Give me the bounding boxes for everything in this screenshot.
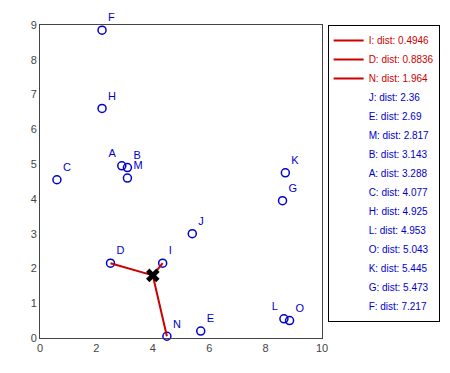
svg-text:H: dist: 4.925: H: dist: 4.925 [369,206,428,217]
svg-text:B: B [133,149,140,161]
svg-text:I: I [169,244,172,256]
svg-text:F: F [108,11,115,23]
svg-text:E: dist: 2.69: E: dist: 2.69 [369,111,422,122]
svg-text:F: dist: 7.217: F: dist: 7.217 [369,301,427,312]
svg-text:K: dist: 5.445: K: dist: 5.445 [369,263,428,274]
svg-text:D: dist: 0.8836: D: dist: 0.8836 [369,54,434,65]
svg-text:1: 1 [31,297,37,309]
svg-text:4: 4 [150,342,156,354]
svg-text:E: E [207,312,214,324]
svg-text:10: 10 [316,342,328,354]
svg-text:6: 6 [31,123,37,135]
svg-text:J: J [198,215,204,227]
svg-text:A: dist: 3.288: A: dist: 3.288 [369,168,428,179]
svg-text:A: A [108,147,116,159]
svg-text:K: K [291,154,299,166]
svg-text:3: 3 [31,228,37,240]
svg-text:6: 6 [206,342,212,354]
svg-text:M: M [133,159,142,171]
svg-text:8: 8 [31,54,37,66]
svg-text:0: 0 [31,332,37,344]
svg-text:5: 5 [31,158,37,170]
svg-text:2: 2 [31,262,37,274]
svg-text:D: D [117,244,125,256]
svg-text:2: 2 [93,342,99,354]
svg-text:C: dist: 4.077: C: dist: 4.077 [369,187,428,198]
svg-text:I: dist: 0.4946: I: dist: 0.4946 [369,35,429,46]
svg-text:L: L [272,300,278,312]
svg-text:M: dist: 2.817: M: dist: 2.817 [369,130,429,141]
svg-text:O: O [296,302,305,314]
svg-text:4: 4 [31,193,37,205]
svg-text:9: 9 [31,19,37,31]
svg-text:N: N [173,318,181,330]
svg-text:H: H [108,90,116,102]
svg-text:L: dist: 4.953: L: dist: 4.953 [369,225,427,236]
svg-text:G: G [289,182,298,194]
svg-text:8: 8 [263,342,269,354]
svg-text:O: dist: 5.043: O: dist: 5.043 [369,244,429,255]
svg-text:N: dist: 1.964: N: dist: 1.964 [369,73,428,84]
svg-text:J: dist: 2.36: J: dist: 2.36 [369,92,421,103]
svg-text:0: 0 [37,342,43,354]
svg-text:B: dist: 3.143: B: dist: 3.143 [369,149,428,160]
svg-text:7: 7 [31,88,37,100]
svg-text:G: dist: 5.473: G: dist: 5.473 [369,282,429,293]
svg-text:C: C [63,161,71,173]
